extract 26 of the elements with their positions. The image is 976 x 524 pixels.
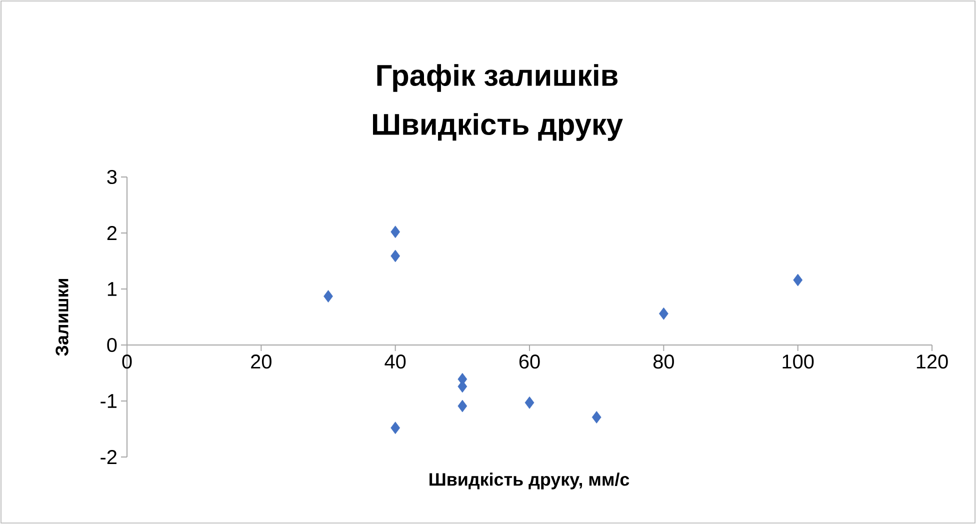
point [324, 290, 333, 302]
y-tick-label: 3 [107, 170, 117, 184]
y-tick-label: 1 [108, 282, 117, 296]
x-axis-title: Швидкість друку, мм/с [430, 472, 630, 490]
x-tick-label: 0 [122, 354, 132, 369]
point [390, 250, 400, 262]
x-tick-label: 20 [251, 354, 272, 369]
x-tick-label: 40 [384, 354, 406, 369]
y-tick-label: 2 [107, 226, 116, 240]
point [458, 400, 468, 412]
chart-subtitle: Швидкість друку [373, 113, 623, 141]
x-tick-label: 120 [916, 354, 948, 369]
point [793, 274, 803, 286]
x-tick-label: 80 [653, 354, 674, 369]
point [658, 307, 668, 320]
y-axis-title: Залишки [56, 278, 68, 356]
chart-title: Графік залишків [377, 64, 618, 92]
point [390, 422, 400, 434]
y-tick-label: -2 [100, 450, 116, 464]
y-tick-label: 0 [107, 338, 117, 352]
point [592, 411, 602, 424]
x-tick-label: 100 [782, 354, 814, 369]
y-tick-label: -1 [100, 394, 117, 408]
point [524, 396, 534, 409]
point [390, 226, 400, 238]
x-tick-label: 60 [519, 354, 540, 369]
